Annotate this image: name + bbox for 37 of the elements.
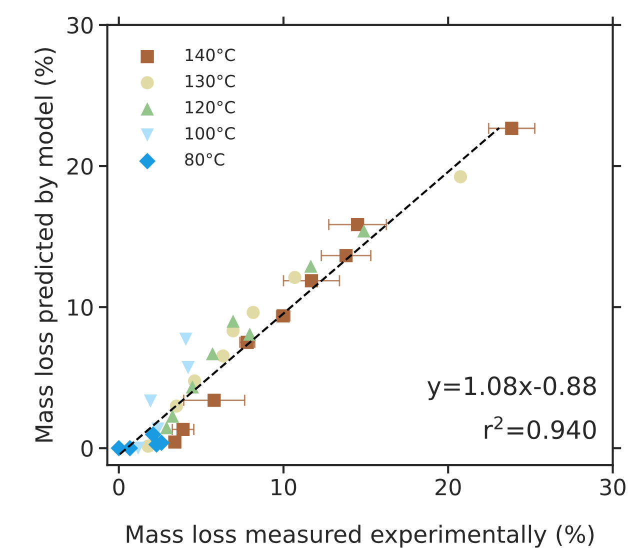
point — [206, 347, 220, 360]
x-tick-label: 10 — [272, 478, 296, 496]
point — [304, 260, 318, 273]
legend-label: 100°C — [186, 126, 235, 140]
x-tick-label: 0 — [113, 478, 124, 496]
point — [208, 394, 221, 407]
point — [179, 332, 192, 346]
point — [246, 306, 260, 320]
point — [243, 328, 256, 341]
legend-label: 130°C — [186, 74, 235, 88]
y-tick-label: 20 — [67, 158, 93, 175]
legend-label: 120°C — [186, 100, 235, 114]
point — [350, 218, 364, 232]
point — [505, 122, 518, 135]
y-axis-title: Mass loss predicted by model (%) — [34, 48, 58, 442]
legend-label: 80°C — [185, 153, 224, 166]
point — [454, 170, 468, 184]
annotation: r$^{2}$=0.940 — [484, 416, 596, 440]
point — [216, 349, 230, 362]
x-axis-title: Mass loss measured experimentally (%) — [126, 524, 594, 548]
y-tick-label: 10 — [68, 299, 93, 316]
point — [144, 394, 158, 408]
annotation: y=1.08x-0.88 — [427, 376, 596, 400]
point — [168, 436, 182, 449]
x-tick-label: 30 — [600, 478, 626, 496]
point — [288, 270, 302, 284]
point — [166, 410, 180, 423]
x-tick-label: 20 — [436, 478, 461, 496]
legend-label: 140°C — [186, 48, 235, 62]
point — [226, 314, 240, 328]
point — [304, 274, 318, 288]
point — [357, 224, 370, 238]
point — [182, 361, 195, 374]
point — [160, 421, 174, 434]
point — [176, 422, 190, 436]
y-tick-label: 0 — [81, 440, 93, 457]
y-tick-label: 30 — [68, 16, 93, 34]
